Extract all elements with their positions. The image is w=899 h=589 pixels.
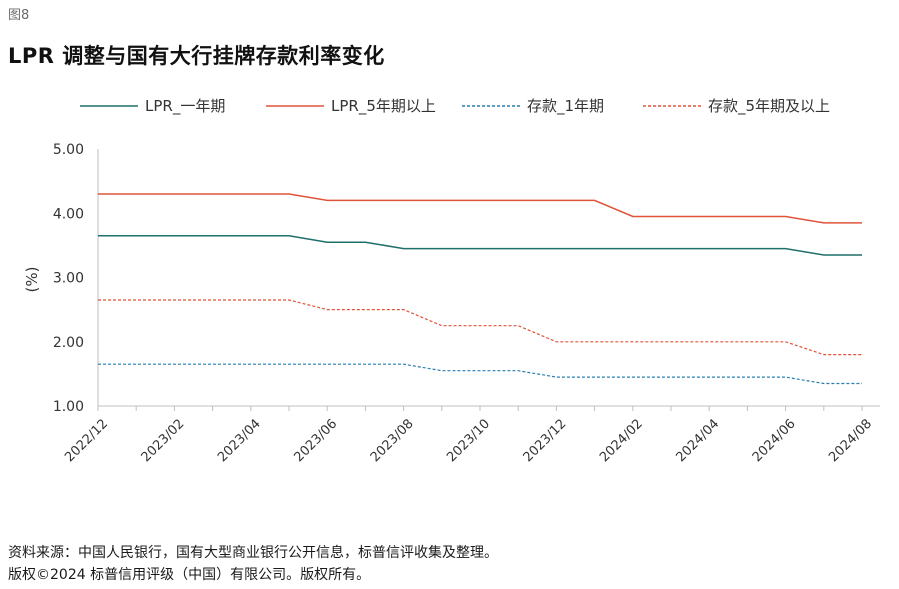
y-tick-label: 3.00: [53, 271, 84, 287]
x-tick-label: 2023/12: [521, 416, 570, 465]
legend-label: 存款_1年期: [527, 97, 604, 116]
x-tick-label: 2023/10: [444, 416, 493, 465]
x-axis: 2022/12 2023/02 2023/04 2023/06 2023/08 2023/…: [62, 405, 880, 465]
series-line: [98, 193, 862, 224]
series-line: [98, 299, 862, 356]
legend-label: LPR_一年期: [145, 97, 225, 116]
x-tick-label: 2024/04: [673, 416, 722, 465]
x-tick-label: 2024/06: [750, 416, 799, 465]
x-tick-label: 2024/08: [826, 416, 875, 465]
series-line: [98, 363, 862, 385]
figure-label: 图8: [8, 8, 30, 23]
y-tick-label: 1.00: [53, 399, 84, 415]
chart-title: LPR 调整与国有大行挂牌存款利率变化: [8, 44, 385, 68]
x-tick-label: 2024/02: [597, 416, 646, 465]
x-tick-label: 2023/06: [291, 416, 340, 465]
y-tick-label: 5.00: [53, 142, 84, 158]
legend-label: 存款_5年期及以上: [708, 97, 830, 116]
chart-legend: LPR_一年期 LPR_5年期以上 存款_1年期 存款_5年期及以上: [80, 97, 830, 116]
y-axis-label: (%): [23, 267, 41, 293]
chart-series: [98, 193, 862, 385]
x-tick-label: 2023/08: [368, 416, 417, 465]
source-note: 资料来源：中国人民银行，国有大型商业银行公开信息，标普信评收集及整理。 版权©2…: [8, 542, 498, 586]
x-tick-label: 2023/02: [139, 416, 188, 465]
x-tick-label: 2023/04: [215, 416, 264, 465]
source-line: 资料来源：中国人民银行，国有大型商业银行公开信息，标普信评收集及整理。: [8, 545, 498, 561]
y-axis: 5.00 4.00 3.00 2.00 1.00 (%): [23, 142, 99, 415]
series-line: [98, 234, 862, 256]
y-tick-label: 2.00: [53, 335, 84, 351]
copyright-line: 版权©2024 标普信用评级（中国）有限公司。版权所有。: [8, 567, 371, 583]
y-tick-label: 4.00: [53, 206, 84, 222]
legend-label: LPR_5年期以上: [331, 97, 436, 116]
x-tick-label: 2022/12: [62, 416, 111, 465]
